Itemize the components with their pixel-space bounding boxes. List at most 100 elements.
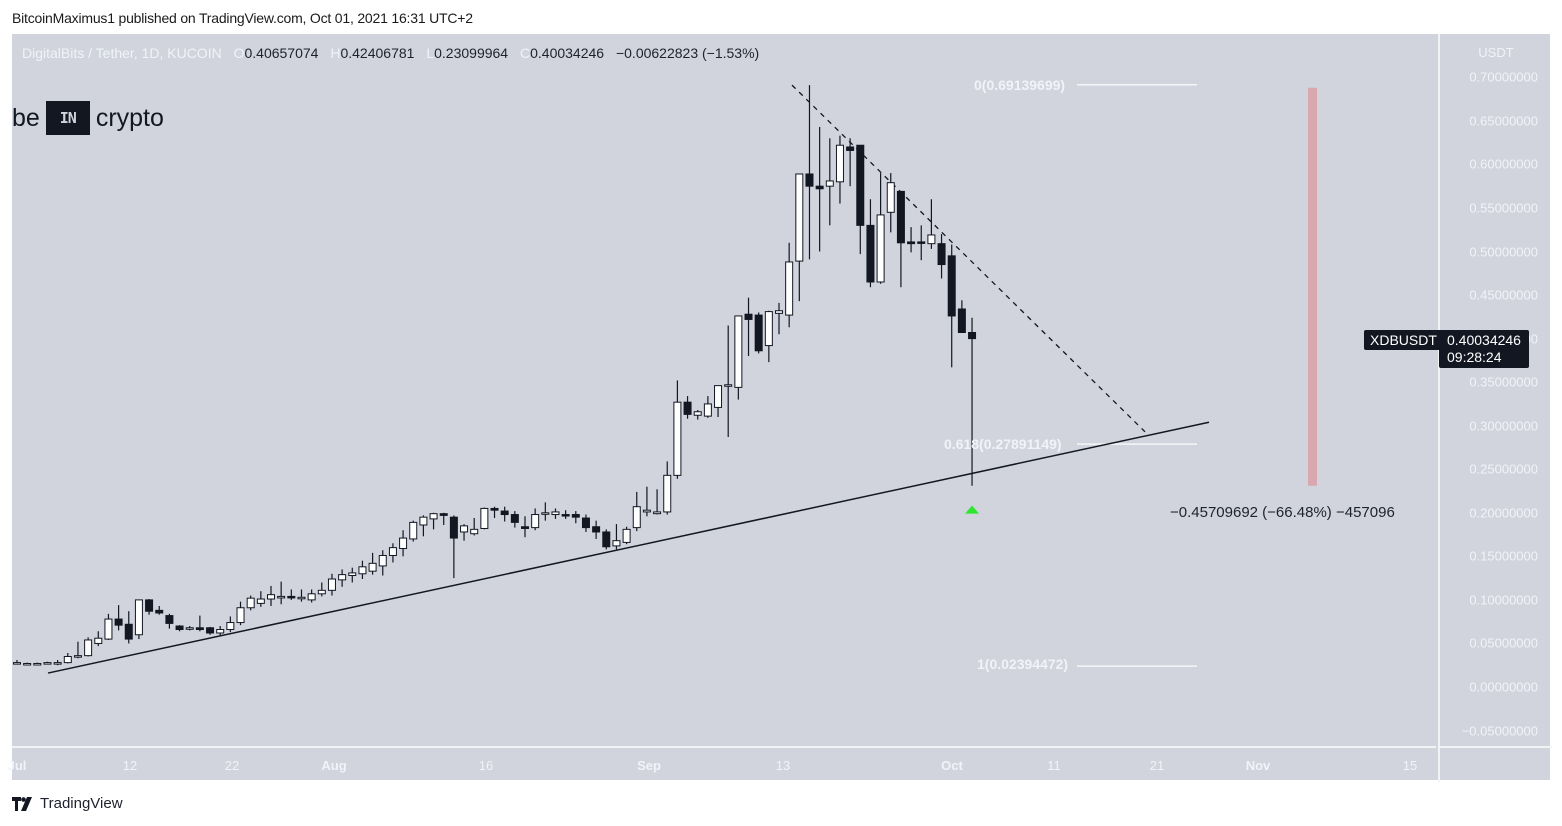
candle[interactable] bbox=[754, 312, 763, 354]
tradingview-footer[interactable]: TradingView bbox=[12, 795, 123, 812]
candle[interactable] bbox=[460, 524, 469, 541]
candle[interactable] bbox=[927, 199, 936, 249]
candle[interactable] bbox=[348, 567, 357, 583]
candle[interactable] bbox=[134, 599, 143, 640]
candle[interactable] bbox=[592, 520, 601, 539]
candle[interactable] bbox=[145, 599, 154, 615]
candle[interactable] bbox=[957, 300, 966, 334]
candle[interactable] bbox=[490, 506, 499, 519]
candle[interactable] bbox=[206, 626, 215, 635]
candle[interactable] bbox=[43, 661, 52, 665]
candle[interactable] bbox=[632, 491, 641, 532]
candle[interactable] bbox=[267, 585, 275, 606]
candle[interactable] bbox=[896, 190, 905, 288]
candle[interactable] bbox=[947, 244, 956, 368]
candle[interactable] bbox=[236, 601, 245, 626]
candle[interactable] bbox=[795, 173, 804, 302]
candle[interactable] bbox=[785, 242, 794, 328]
candle[interactable] bbox=[256, 591, 265, 607]
candle[interactable] bbox=[327, 573, 336, 596]
fib-level-618-label[interactable]: 0.618(0.27891149) bbox=[944, 436, 1062, 452]
candle[interactable] bbox=[277, 581, 286, 605]
candle[interactable] bbox=[764, 310, 773, 363]
candle[interactable] bbox=[622, 526, 631, 545]
fib-level-1-label[interactable]: 1(0.02394472) bbox=[977, 656, 1069, 672]
candle[interactable] bbox=[388, 543, 397, 563]
candle[interactable] bbox=[876, 173, 885, 284]
candle[interactable] bbox=[734, 315, 743, 400]
candle[interactable] bbox=[449, 515, 458, 579]
candle[interactable] bbox=[419, 515, 428, 537]
candle[interactable] bbox=[521, 516, 529, 538]
candle[interactable] bbox=[541, 502, 550, 521]
candle[interactable] bbox=[612, 524, 621, 550]
candle[interactable] bbox=[470, 518, 479, 536]
candle[interactable] bbox=[429, 512, 438, 530]
candle[interactable] bbox=[94, 631, 103, 647]
candle[interactable] bbox=[917, 225, 926, 261]
candle[interactable] bbox=[409, 520, 418, 542]
candle[interactable] bbox=[155, 605, 164, 615]
candle[interactable] bbox=[531, 508, 540, 531]
candle[interactable] bbox=[439, 512, 448, 525]
candle[interactable] bbox=[744, 297, 753, 357]
time-axis[interactable]: Jul 12 22 Aug 16 Sep 13 Oct 11 21 Nov 15 bbox=[8, 746, 1436, 782]
candle[interactable] bbox=[53, 659, 62, 666]
candle[interactable] bbox=[216, 626, 225, 637]
candle[interactable] bbox=[287, 589, 296, 600]
candle[interactable] bbox=[937, 234, 946, 279]
candle[interactable] bbox=[33, 662, 42, 666]
candle[interactable] bbox=[835, 135, 844, 204]
candle[interactable] bbox=[825, 138, 834, 226]
candle[interactable] bbox=[714, 385, 723, 417]
candle[interactable] bbox=[683, 396, 692, 419]
candle[interactable] bbox=[510, 511, 519, 528]
candle[interactable] bbox=[307, 589, 316, 603]
candle[interactable] bbox=[693, 410, 702, 420]
candle[interactable] bbox=[73, 641, 82, 659]
candle[interactable] bbox=[775, 302, 783, 335]
candle[interactable] bbox=[866, 199, 875, 288]
candle[interactable] bbox=[968, 317, 977, 486]
candle[interactable] bbox=[551, 508, 560, 519]
candle[interactable] bbox=[571, 511, 580, 524]
candle[interactable] bbox=[856, 144, 865, 255]
candle[interactable] bbox=[846, 138, 855, 187]
candle[interactable] bbox=[653, 489, 662, 515]
candle[interactable] bbox=[114, 605, 123, 631]
measure-tool-label[interactable]: −0.45709692 (−66.48%) −457096 bbox=[1170, 504, 1395, 521]
candle[interactable] bbox=[480, 507, 489, 530]
candle[interactable] bbox=[195, 615, 204, 632]
candle[interactable] bbox=[226, 616, 235, 633]
candle[interactable] bbox=[175, 625, 184, 632]
candle[interactable] bbox=[673, 380, 682, 479]
candle[interactable] bbox=[185, 626, 194, 631]
candle[interactable] bbox=[368, 552, 377, 575]
candle[interactable] bbox=[358, 560, 367, 579]
candle[interactable] bbox=[338, 569, 347, 587]
chart-pane[interactable]: DigitalBits / Tether, 1D, KUCOIN O0.4065… bbox=[12, 34, 1436, 746]
candle[interactable] bbox=[886, 173, 895, 233]
candle[interactable] bbox=[124, 611, 133, 644]
candle[interactable] bbox=[246, 595, 255, 611]
candle[interactable] bbox=[805, 85, 814, 260]
candle[interactable] bbox=[581, 514, 590, 532]
fib-level-0-label[interactable]: 0(0.69139699) bbox=[974, 77, 1066, 93]
candle[interactable] bbox=[815, 126, 824, 252]
price-axis[interactable]: USDT 0.70000000 0.65000000 0.60000000 0.550… bbox=[1438, 34, 1552, 746]
candle[interactable] bbox=[500, 506, 509, 522]
candlestick-plot[interactable] bbox=[12, 34, 1436, 746]
candle[interactable] bbox=[642, 486, 651, 517]
candle[interactable] bbox=[84, 637, 93, 657]
candle[interactable] bbox=[297, 589, 306, 602]
candle[interactable] bbox=[663, 461, 672, 515]
candle[interactable] bbox=[703, 396, 712, 418]
candle[interactable] bbox=[63, 653, 72, 664]
candle[interactable] bbox=[23, 662, 32, 666]
candle[interactable] bbox=[602, 529, 611, 550]
symbol-description[interactable]: DigitalBits / Tether, 1D, KUCOIN bbox=[22, 45, 222, 61]
candle[interactable] bbox=[165, 613, 174, 629]
candle[interactable] bbox=[13, 659, 21, 665]
candle[interactable] bbox=[399, 530, 408, 557]
candle[interactable] bbox=[378, 550, 387, 576]
